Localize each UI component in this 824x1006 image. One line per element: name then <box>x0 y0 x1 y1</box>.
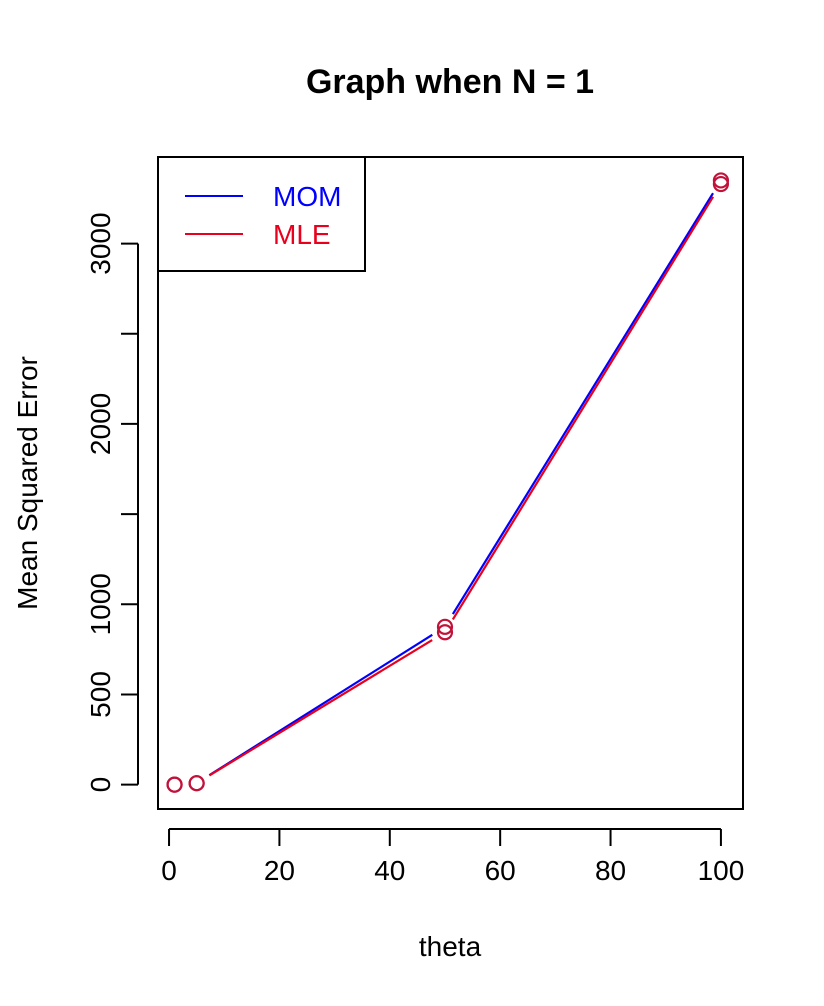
y-tick-label: 500 <box>85 671 116 718</box>
legend-label-mom: MOM <box>273 181 341 212</box>
data-point <box>188 775 205 792</box>
y-axis-label: Mean Squared Error <box>12 356 43 610</box>
x-tick-label: 0 <box>161 855 177 886</box>
legend: MOM MLE <box>157 156 366 272</box>
x-axis: 0 20 40 60 80 100 <box>161 828 745 886</box>
series-mle <box>166 175 730 793</box>
x-tick-label: 60 <box>485 855 516 886</box>
series-layer <box>166 172 730 793</box>
y-axis: 0 500 1000 2000 3000 <box>85 212 139 793</box>
x-tick-label: 40 <box>374 855 405 886</box>
x-axis-label: theta <box>419 931 482 962</box>
y-tick-label: 0 <box>85 777 116 793</box>
x-tick-label: 20 <box>264 855 295 886</box>
data-point <box>166 776 183 793</box>
series-segment <box>451 192 714 615</box>
y-tick-label: 2000 <box>85 393 116 455</box>
series-segment <box>208 639 433 777</box>
x-tick-label: 100 <box>698 855 745 886</box>
data-point <box>712 175 730 193</box>
legend-label-mle: MLE <box>273 219 331 250</box>
y-tick-label: 1000 <box>85 573 116 635</box>
legend-box <box>157 156 366 272</box>
series-segment <box>451 196 714 621</box>
data-point <box>436 618 454 635</box>
x-tick-label: 80 <box>595 855 626 886</box>
chart-title: Graph when N = 1 <box>306 63 594 101</box>
data-point <box>436 624 454 641</box>
plot-frame <box>157 156 744 810</box>
y-tick-label: 3000 <box>85 212 116 274</box>
